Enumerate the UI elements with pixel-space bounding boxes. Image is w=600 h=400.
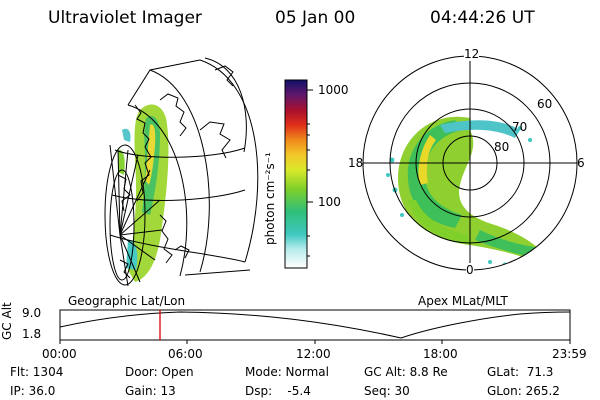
title: Ultraviolet Imager bbox=[48, 8, 202, 28]
info-gc-alt: GC Alt: 8.8 Re bbox=[364, 365, 448, 379]
info-seq: Seq: 30 bbox=[364, 384, 410, 398]
colorbar-unit-label: photon cm⁻²s⁻¹ bbox=[263, 152, 277, 245]
mlt-label-18: 18 bbox=[348, 156, 364, 170]
mlt-label-0: 0 bbox=[466, 263, 474, 277]
time: 04:44:26 UT bbox=[430, 8, 535, 28]
altitude-plot bbox=[59, 309, 571, 344]
info-ip: IP: 36.0 bbox=[10, 384, 56, 398]
geo-panel-label: Geographic Lat/Lon bbox=[68, 294, 186, 308]
altitude-ytick-9: 9.0 bbox=[22, 306, 42, 320]
xtick-0000: 00:00 bbox=[42, 347, 77, 361]
lat-label-70: 70 bbox=[512, 120, 528, 134]
altitude-ytick-1.8: 1.8 bbox=[22, 327, 42, 341]
lat-label-80: 80 bbox=[494, 140, 510, 154]
aurora-polar bbox=[386, 116, 547, 270]
date: 05 Jan 00 bbox=[275, 8, 356, 28]
polar-panel bbox=[362, 55, 578, 271]
info-glon: GLon: 265.2 bbox=[487, 384, 560, 398]
info-door: Door: Open bbox=[125, 365, 194, 379]
colorbar-tick-1000: 1000 bbox=[318, 83, 349, 97]
info-gain: Gain: 13 bbox=[125, 384, 176, 398]
xtick-0600: 06:00 bbox=[168, 347, 203, 361]
geographic-panel bbox=[104, 57, 259, 287]
colorbar bbox=[284, 79, 313, 269]
colorbar-tick-100: 100 bbox=[318, 195, 341, 209]
lat-label-60: 60 bbox=[537, 97, 553, 111]
xtick-1800: 18:00 bbox=[423, 347, 458, 361]
info-dsp: Dsp: -5.4 bbox=[245, 384, 311, 398]
polar-panel-label: Apex MLat/MLT bbox=[418, 294, 508, 308]
mlt-label-6: 6 bbox=[577, 156, 585, 170]
info-flt: Flt: 1304 bbox=[10, 365, 64, 379]
xtick-1200: 12:00 bbox=[296, 347, 331, 361]
altitude-ylabel: GC Alt bbox=[0, 302, 14, 340]
xtick-2359: 23:59 bbox=[552, 347, 587, 361]
info-mode: Mode: Normal bbox=[245, 365, 329, 379]
mlt-label-12: 12 bbox=[464, 47, 480, 61]
info-glat: GLat: 71.3 bbox=[487, 365, 554, 379]
